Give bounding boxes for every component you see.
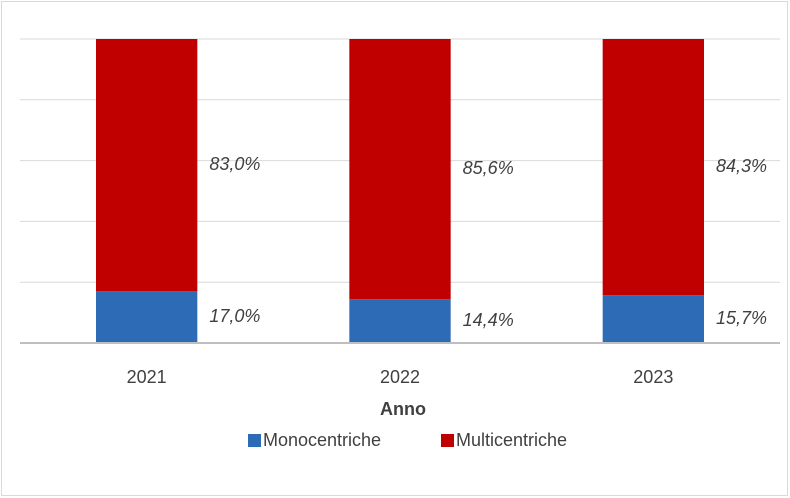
x-tick-label: 2022 xyxy=(380,367,420,387)
legend-label: Monocentriche xyxy=(263,430,381,450)
legend-swatch xyxy=(248,434,261,447)
data-label: 83,0% xyxy=(209,154,260,174)
bar-segment xyxy=(602,39,704,296)
legend-swatch xyxy=(441,434,454,447)
x-tick-label: 2021 xyxy=(127,367,167,387)
data-label: 85,6% xyxy=(463,158,514,178)
bar-segment xyxy=(96,291,198,343)
data-label: 17,0% xyxy=(209,306,260,326)
x-axis-title: Anno xyxy=(380,399,426,419)
bar-segment xyxy=(602,295,704,343)
data-label: 84,3% xyxy=(716,156,767,176)
legend-label: Multicentriche xyxy=(456,430,567,450)
data-label: 15,7% xyxy=(716,308,767,328)
bar-segment xyxy=(349,39,451,300)
data-label: 14,4% xyxy=(463,310,514,330)
bar-segment xyxy=(349,299,451,343)
x-tick-label: 2023 xyxy=(633,367,673,387)
bar-segment xyxy=(96,39,198,292)
